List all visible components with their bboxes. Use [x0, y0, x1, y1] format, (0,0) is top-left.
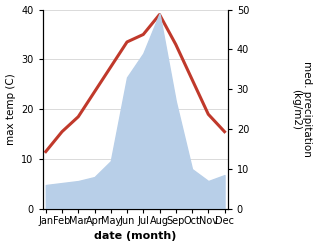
Y-axis label: med. precipitation
(kg/m2): med. precipitation (kg/m2): [291, 61, 313, 157]
Y-axis label: max temp (C): max temp (C): [5, 73, 16, 145]
X-axis label: date (month): date (month): [94, 231, 176, 242]
